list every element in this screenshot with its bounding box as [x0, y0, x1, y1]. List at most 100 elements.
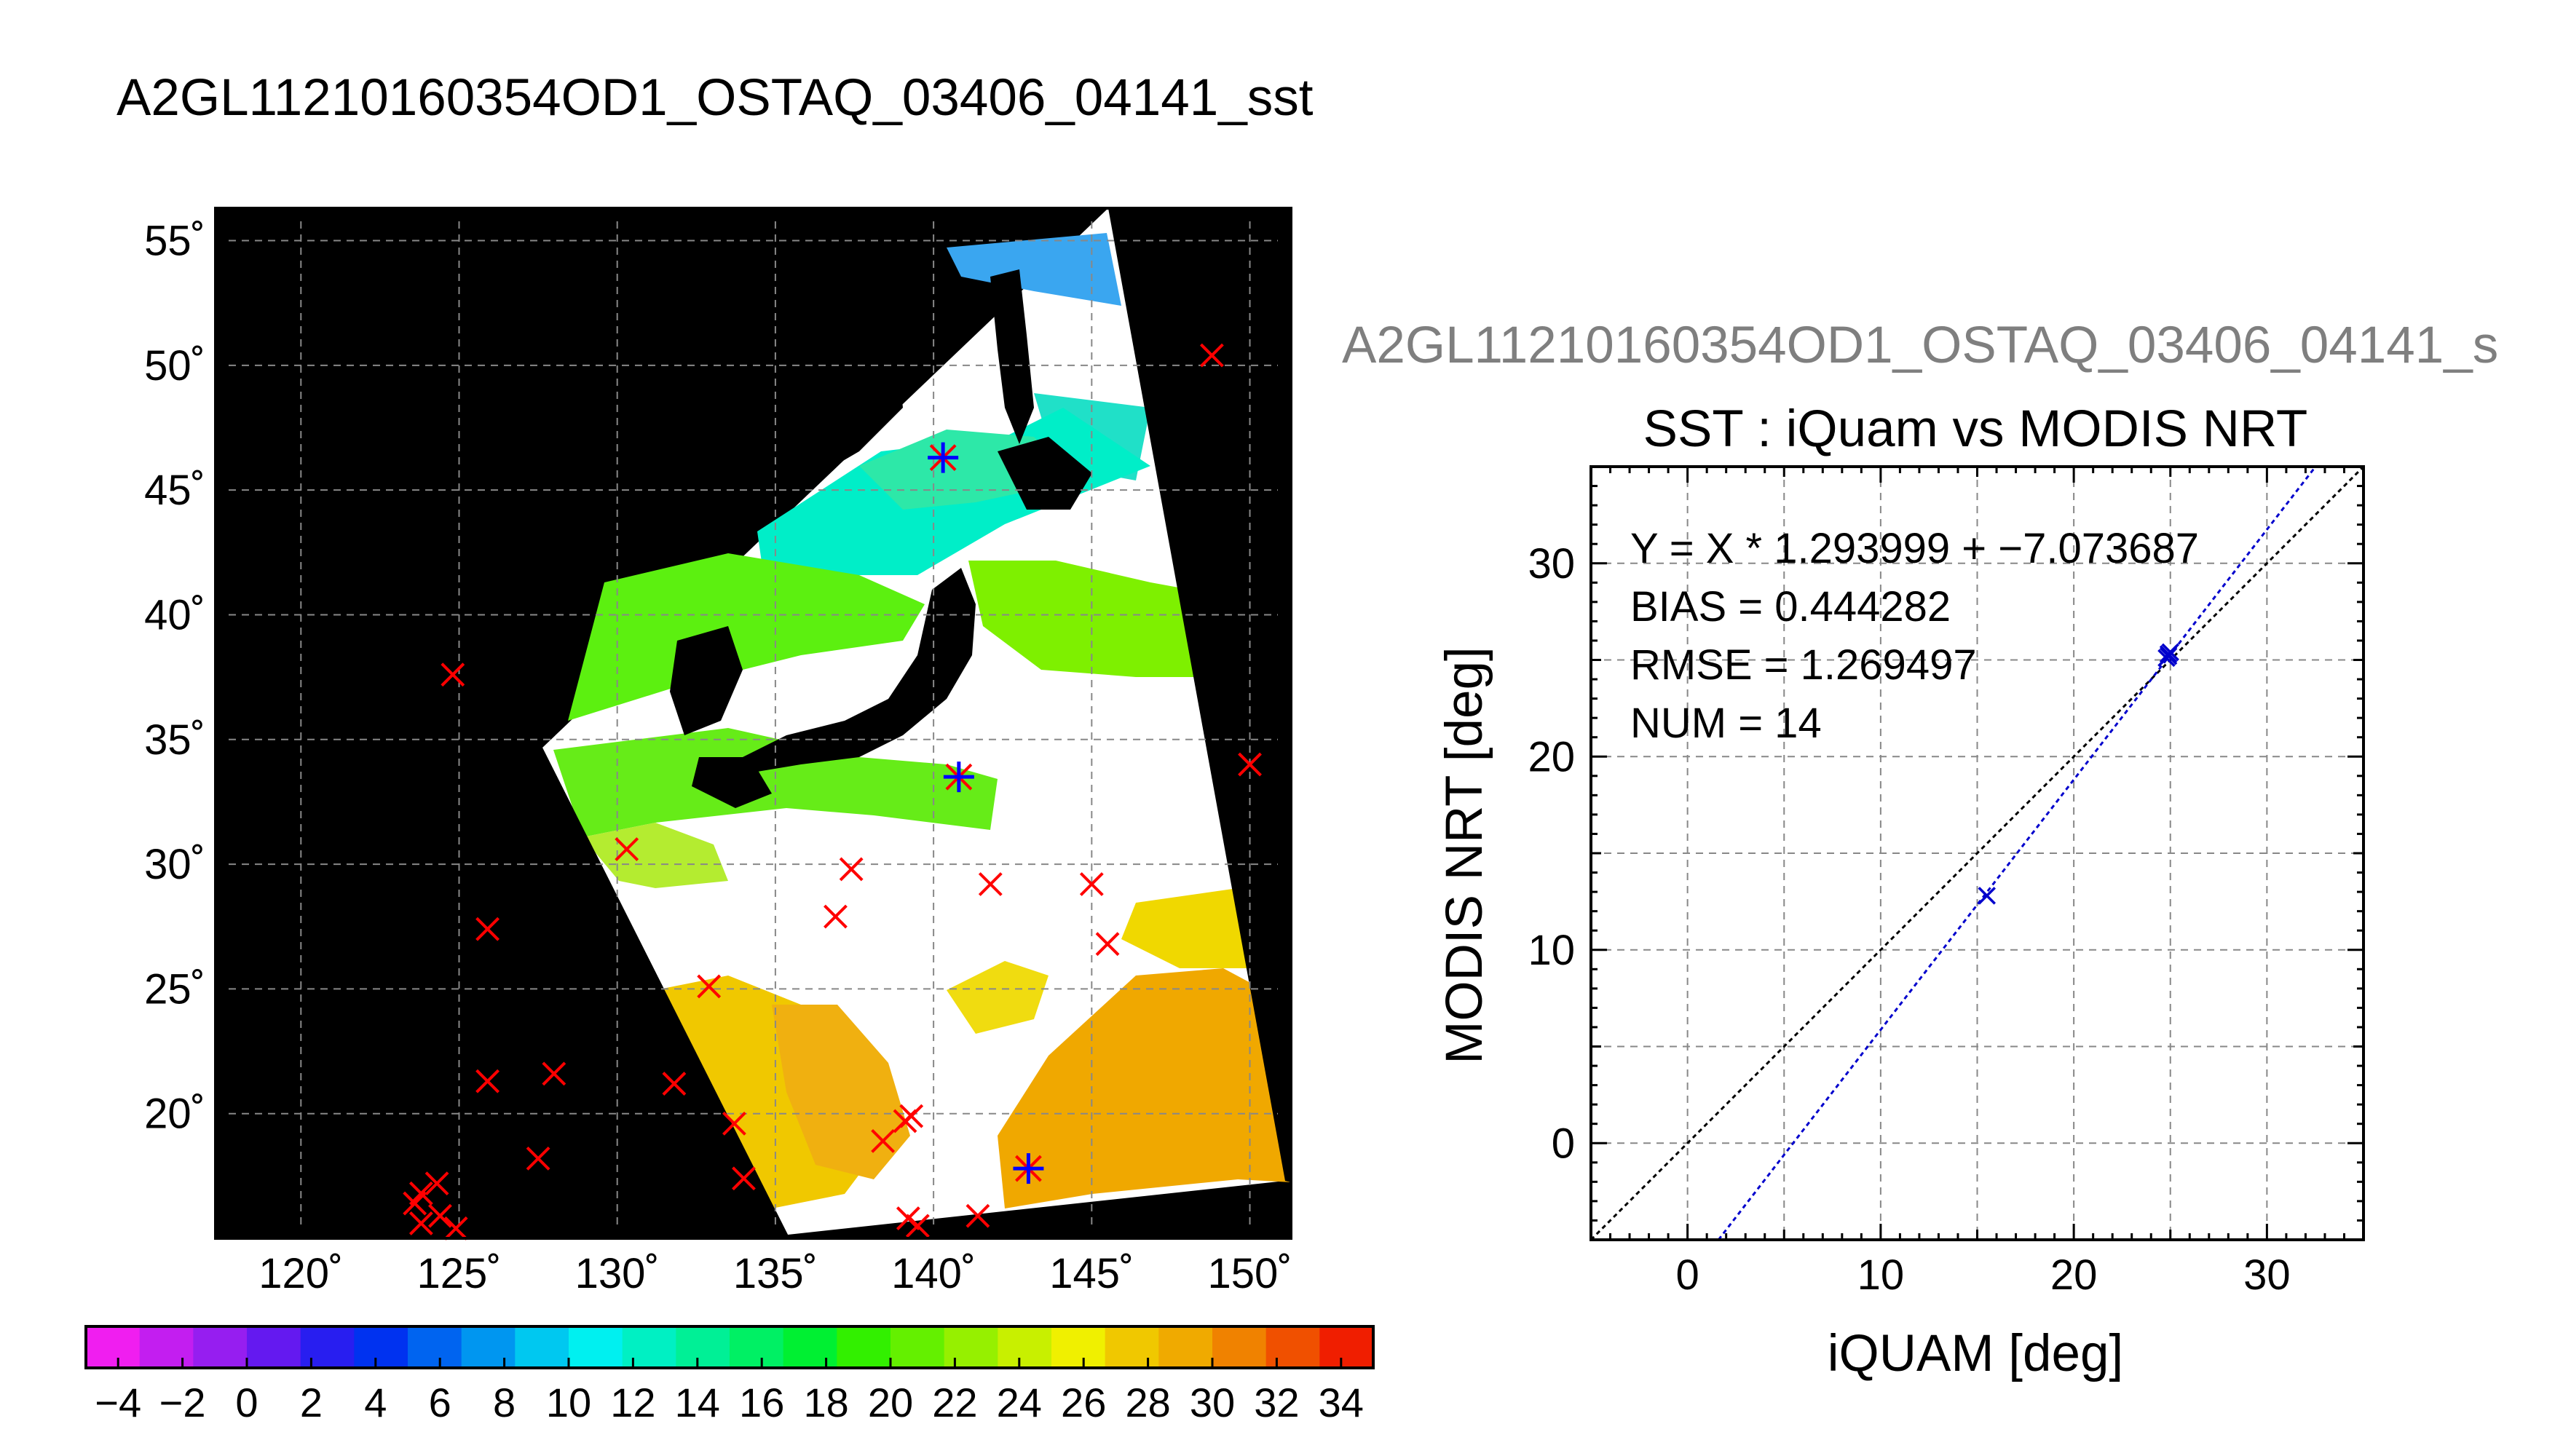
map-marker-red-x	[408, 1211, 433, 1235]
map-marker-red-x	[441, 662, 465, 687]
map-marker-red-x	[905, 1214, 930, 1238]
main-title: A2GL11210160354OD1_OSTAQ_03406_04141_sst	[117, 69, 1314, 127]
colorbar-tick-label: 30	[1190, 1380, 1235, 1425]
map-marker-stroke	[965, 1203, 990, 1228]
scatter-point-stroke	[2159, 646, 2178, 665]
sst-patch-north-blue	[947, 233, 1121, 306]
map-lon-label: 145˚	[1049, 1250, 1134, 1297]
map-marker-blue-asterisk	[943, 761, 974, 793]
stats-num: NUM = 14	[1630, 700, 1822, 747]
map-marker-red-x	[978, 872, 1003, 896]
sst-map-panel: 120˚ 125˚ 130˚ 135˚ 140˚ 145˚ 150˚ 20˚ 25˚ 30˚ 35˚…	[144, 207, 1292, 1297]
scatter-stats: Y = X * 1.293999 + −7.073687 BIAS = 0.44…	[1630, 525, 2199, 747]
scatter-y-label: MODIS NRT [deg]	[1436, 646, 1493, 1064]
sst-patch-green-south	[553, 728, 998, 837]
map-marker-stroke	[526, 1146, 550, 1171]
map-marker-stroke	[424, 1171, 449, 1196]
colorbar-cell	[247, 1326, 301, 1368]
map-marker-stroke	[1238, 752, 1262, 777]
validation-scatter-panel: A2GL11210160354OD1_OSTAQ_03406_04141_s S…	[1342, 317, 2498, 1382]
map-marker-red-x	[662, 1072, 687, 1096]
colorbar-cell	[998, 1326, 1052, 1368]
scatter-gridlines	[1591, 467, 2364, 1240]
map-marker-stroke	[697, 974, 722, 999]
map-marker-stroke	[443, 1216, 468, 1241]
colorbar-cell	[891, 1326, 945, 1368]
colorbar-cell	[515, 1326, 569, 1368]
map-marker-stroke	[542, 1061, 566, 1086]
map-marker-red-x	[732, 1166, 756, 1191]
scatter-point-stroke	[1978, 887, 1996, 905]
map-marker-stroke	[475, 917, 500, 941]
map-marker-red-x	[403, 1191, 427, 1216]
scatter-points	[1978, 643, 2179, 905]
colorbar-cell	[408, 1326, 462, 1368]
map-marker-red-x	[871, 1128, 896, 1153]
map-marker-stroke	[475, 1069, 500, 1093]
colorbar-cell	[837, 1326, 891, 1368]
colorbar-tick-label: 12	[610, 1380, 655, 1425]
map-marker-stroke	[408, 1211, 433, 1235]
map-marker-stroke	[1199, 343, 1224, 368]
map-marker-red-x	[1095, 932, 1120, 957]
map-gridlines	[216, 208, 1291, 1238]
colorbar-labels: −4 −2 0 2 4 6 8 10 12 14 16 18 20 22 24 26 28 30 32 34	[95, 1358, 1364, 1425]
map-marker-stroke	[871, 1128, 896, 1153]
map-marker-stroke	[905, 1214, 930, 1238]
map-lon-label: 120˚	[258, 1250, 343, 1297]
land-honshu	[743, 568, 976, 772]
stats-fit-equation: Y = X * 1.293999 + −7.073687	[1630, 525, 2199, 572]
colorbar-cells	[86, 1326, 1374, 1368]
map-frame	[214, 207, 1292, 1240]
land-masses	[216, 208, 1092, 808]
map-marker-red-x	[965, 1203, 990, 1228]
colorbar-tick-label: 0	[235, 1380, 258, 1425]
sst-patch-yellowgreen	[583, 823, 728, 888]
sst-patch-orange-southeast	[998, 968, 1291, 1208]
map-lat-label: 20˚	[144, 1091, 205, 1138]
colorbar-tick-label: 26	[1061, 1380, 1106, 1425]
map-lon-label: 125˚	[416, 1250, 501, 1297]
map-lat-label: 25˚	[144, 965, 205, 1013]
colorbar-tick-label: 28	[1125, 1380, 1170, 1425]
sst-patch-green-pacific	[968, 561, 1238, 677]
scatter-point	[2159, 646, 2178, 665]
fit-line	[1717, 466, 2317, 1241]
map-marker-red-x	[1238, 752, 1262, 777]
scatter-x-tick-label: 30	[2243, 1251, 2291, 1299]
colorbar-cell	[86, 1326, 141, 1368]
map-marker-red-x	[526, 1146, 550, 1171]
colorbar-cell	[783, 1326, 837, 1368]
map-lat-label: 35˚	[144, 716, 205, 764]
stats-bias: BIAS = 0.444282	[1630, 583, 1951, 630]
land-hokkaido	[998, 437, 1092, 510]
scatter-tick-labels: 0 10 20 30 0 10 20 30	[1528, 540, 2290, 1299]
map-lat-label: 50˚	[144, 342, 205, 389]
map-lon-label: 140˚	[891, 1250, 976, 1297]
colorbar-tick-label: 24	[997, 1380, 1042, 1425]
colorbar-tick-label: 16	[739, 1380, 784, 1425]
colorbar-cell	[193, 1326, 248, 1368]
map-marker-stroke	[978, 872, 1003, 896]
colorbar-tick-label: 2	[300, 1380, 323, 1425]
swath-east-black-fill	[1108, 208, 1291, 1182]
land-sakhalin	[990, 269, 1034, 444]
map-marker-red-x	[1199, 343, 1224, 368]
map-lat-label: 55˚	[144, 218, 205, 265]
scatter-x-tick-label: 10	[1857, 1251, 1905, 1299]
scatter-y-tick-label: 30	[1528, 540, 1575, 587]
scatter-subtitle: A2GL11210160354OD1_OSTAQ_03406_04141_s	[1342, 317, 2498, 374]
colorbar-cell	[622, 1326, 676, 1368]
swath-west-black-fill	[216, 748, 788, 1238]
colorbar-cell	[1158, 1326, 1213, 1368]
colorbar-tick-label: 14	[675, 1380, 720, 1425]
map-marker-stroke	[722, 1111, 746, 1136]
map-lat-label: 40˚	[144, 591, 205, 638]
colorbar-tick-label: 6	[429, 1380, 451, 1425]
map-marker-red-x	[839, 857, 864, 882]
map-marker-stroke	[824, 904, 848, 929]
map-marker-blue-asterisk	[1013, 1153, 1044, 1184]
map-lon-label: 150˚	[1207, 1250, 1292, 1297]
map-marker-stroke	[893, 1109, 917, 1133]
land-mainland-asia	[216, 208, 903, 748]
